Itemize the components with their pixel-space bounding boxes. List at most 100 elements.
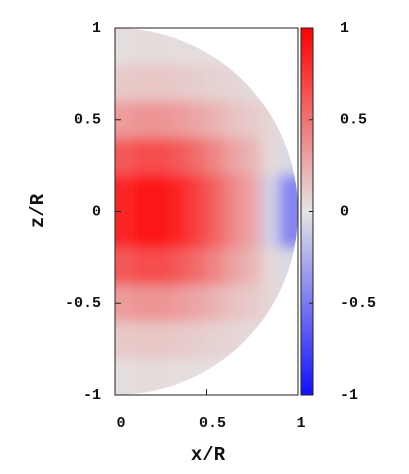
y-tick-label: 0.5 — [74, 112, 101, 129]
colorbar-tick-label: -0.5 — [340, 295, 376, 312]
heat-cell — [261, 321, 281, 359]
heat-cell — [151, 284, 171, 323]
heat-cell — [188, 248, 207, 286]
heat-cell — [115, 358, 134, 395]
heat-cell — [133, 101, 153, 139]
heat-cell — [188, 64, 207, 102]
heat-cell — [133, 138, 153, 176]
heat-cell — [169, 284, 189, 323]
heat-cell — [206, 174, 226, 212]
heat-cell — [206, 211, 226, 249]
x-tick-label: 1 — [296, 415, 305, 432]
heat-cell — [133, 358, 153, 395]
heat-cell — [169, 174, 189, 212]
heat-cell — [224, 138, 244, 176]
heat-cell — [151, 64, 171, 102]
colorbar-tick-label: 0 — [340, 203, 349, 220]
heat-cell — [188, 101, 207, 139]
y-tick-label: 1 — [92, 20, 101, 37]
heat-cell — [224, 248, 244, 286]
heat-cell — [188, 321, 207, 359]
heat-cell — [261, 101, 281, 139]
heat-cell — [188, 138, 207, 176]
heat-cell — [133, 284, 153, 323]
heat-cell — [224, 284, 244, 323]
heat-cell — [115, 321, 134, 359]
heat-cell — [224, 174, 244, 212]
heat-cell — [243, 248, 262, 286]
heat-cell — [169, 138, 189, 176]
heat-cell — [169, 358, 189, 395]
heat-cell — [151, 211, 171, 249]
heat-cell — [169, 248, 189, 286]
heat-cell — [151, 138, 171, 176]
heat-cell — [133, 321, 153, 359]
heat-cell — [224, 211, 244, 249]
heat-cell — [243, 138, 262, 176]
heat-cell — [169, 64, 189, 102]
heat-cell — [115, 64, 134, 102]
heat-cell — [115, 248, 134, 286]
heat-cell — [243, 174, 262, 212]
heat-cell — [224, 28, 244, 66]
heat-cell — [188, 358, 207, 395]
heat-cell — [261, 211, 281, 249]
colorbar-tick-label: -1 — [340, 387, 358, 404]
heat-cell — [188, 174, 207, 212]
heat-cell — [206, 284, 226, 323]
heat-cell — [133, 211, 153, 249]
heat-cell — [115, 211, 134, 249]
heat-cell — [169, 211, 189, 249]
heat-cell — [169, 28, 189, 66]
x-axis-label: x/R — [191, 444, 226, 466]
heat-cell — [188, 284, 207, 323]
heat-cell — [115, 174, 134, 212]
heat-cell — [224, 321, 244, 359]
heat-cell — [261, 64, 281, 102]
heat-cell — [224, 358, 244, 395]
heat-cell — [115, 101, 134, 139]
heat-cell — [224, 101, 244, 139]
colorbar-tick-label: 0.5 — [340, 112, 367, 129]
heat-cell — [151, 174, 171, 212]
heat-cell — [151, 101, 171, 139]
heat-cell — [206, 138, 226, 176]
heat-cell — [243, 101, 262, 139]
heat-cell — [188, 211, 207, 249]
heat-cell — [133, 28, 153, 66]
colorbar-tick-label: 1 — [340, 20, 349, 37]
heat-cell — [206, 101, 226, 139]
heat-cell — [206, 28, 226, 66]
heat-cell — [243, 358, 262, 395]
heat-cell — [151, 28, 171, 66]
heat-cell — [279, 174, 298, 212]
heat-cell — [133, 174, 153, 212]
heat-cell — [224, 64, 244, 102]
heat-cell — [151, 321, 171, 359]
heat-cell — [243, 321, 262, 359]
heat-cell — [243, 28, 262, 66]
heat-cell — [151, 248, 171, 286]
heat-cell — [243, 64, 262, 102]
heat-cell — [133, 64, 153, 102]
heat-cell — [151, 358, 171, 395]
heat-cell — [115, 138, 134, 176]
heat-cell — [206, 358, 226, 395]
heat-cell — [115, 28, 134, 66]
heat-cell — [206, 64, 226, 102]
x-tick-label: 0 — [116, 415, 125, 432]
field — [115, 28, 298, 395]
heat-cell — [261, 284, 281, 323]
heat-cell — [279, 211, 298, 249]
heat-cell — [261, 358, 281, 395]
heat-cell — [243, 211, 262, 249]
heat-cell — [188, 28, 207, 66]
heat-cell — [169, 101, 189, 139]
y-tick-label: 0 — [92, 203, 101, 220]
y-axis-label: z/R — [27, 193, 49, 228]
y-tick-label: -0.5 — [65, 295, 101, 312]
heat-cell — [206, 321, 226, 359]
y-tick-label: -1 — [83, 387, 101, 404]
heat-cell — [115, 284, 134, 323]
heat-cell — [243, 284, 262, 323]
